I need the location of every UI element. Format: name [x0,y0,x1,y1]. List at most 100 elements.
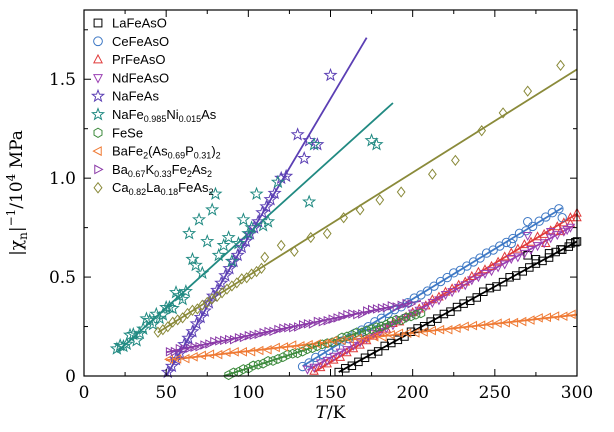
data-point [258,358,268,369]
data-point [484,319,494,330]
data-point [193,309,208,324]
legend-label-part: PrFeAsO [112,52,165,67]
data-point [392,302,402,312]
legend-label: LaFeAsO [112,16,167,31]
legend-item-ba0-67k0-33fe2as2: Ba0.67​K0.33​Fe2​As2​ [94,162,212,179]
legend-label-part: BaFe [112,144,143,159]
data-point [555,226,566,236]
data-point [407,299,417,309]
data-point [551,247,560,257]
data-point [178,284,193,298]
data-point [205,202,220,216]
data-point [262,344,272,355]
data-point [308,319,318,329]
data-point [289,245,299,258]
legend-item-prfeaso: PrFeAsO [93,52,165,67]
data-point [132,325,147,340]
data-point [276,239,286,252]
data-point [185,343,195,354]
data-point [429,281,439,291]
x-axis-unit: /K [327,403,346,423]
data-point [460,276,471,286]
legend-label-part: As [192,162,208,177]
data-point [493,263,503,273]
data-point [443,324,453,335]
data-point [119,336,134,351]
data-point [380,341,389,351]
data-point [449,268,459,278]
data-point [168,285,184,299]
data-point [210,336,220,347]
data-point [298,346,307,357]
data-point [259,327,269,338]
data-point [246,346,256,357]
legend-item-lafeaso: LaFeAsO [93,16,167,31]
data-point [485,283,495,293]
series-cefeaso [297,204,567,372]
data-point [480,264,490,274]
data-point [552,231,563,241]
data-point [426,325,436,336]
data-point [434,291,444,301]
y-tick-label: 1.0 [49,169,76,189]
data-point [253,359,263,370]
legend-label-sub: 2 [209,187,214,197]
legend: LaFeAsOCeFeAsOPrFeAsONdFeAsONaFeAsNaFe0.… [90,16,221,197]
legend-label-part: ) [211,144,215,159]
data-point [498,277,508,287]
data-point [447,288,457,298]
data-point [377,321,386,332]
data-point [155,307,170,321]
data-point [196,350,206,361]
data-point [188,351,198,362]
legend-label: PrFeAsO [112,52,165,67]
legend-marker [94,164,104,175]
data-point [195,265,210,280]
data-point [290,127,305,141]
data-point [322,356,333,366]
data-point [247,268,256,280]
x-axis-title: T/K [316,403,346,423]
legend-label-sub: 0.31 [194,151,212,161]
data-point [323,67,338,82]
legend-label: CeFeAsO [112,34,169,49]
data-point [564,242,574,251]
data-point [355,204,365,216]
fit-line-ca0-82la0-18feas2 [157,68,578,334]
data-point [428,168,437,180]
y-tick-label: 1.5 [49,70,76,90]
x-tick-label: 300 [561,383,593,403]
data-point [433,314,442,323]
data-point [229,367,238,378]
data-point [268,355,278,366]
data-point [249,330,259,340]
data-point [231,236,246,250]
data-point [336,335,346,346]
data-point [254,329,264,340]
x-tick-label: 250 [479,383,511,403]
legend-label-sub: 2 [216,151,221,161]
data-point [397,300,407,311]
legend-label-sub: 0.33 [154,169,172,179]
data-point [541,212,551,222]
data-point [270,342,280,353]
data-point [401,313,411,324]
data-point [284,322,294,333]
data-point [369,137,384,151]
legend-label-sub: 0.69 [168,151,186,161]
series-ba0-67k0-33fe2as2 [165,298,417,357]
data-point [565,223,576,233]
data-point [279,323,289,334]
data-point [315,359,326,369]
data-point [239,332,249,343]
data-point [377,303,387,313]
data-point [181,330,196,345]
data-point [311,352,321,363]
legend-label-sub: 0.67 [128,169,146,179]
data-point [422,286,433,296]
data-point [391,314,401,325]
data-point [402,328,412,338]
legend-label-part: Ni [166,107,178,122]
data-point [361,333,371,344]
